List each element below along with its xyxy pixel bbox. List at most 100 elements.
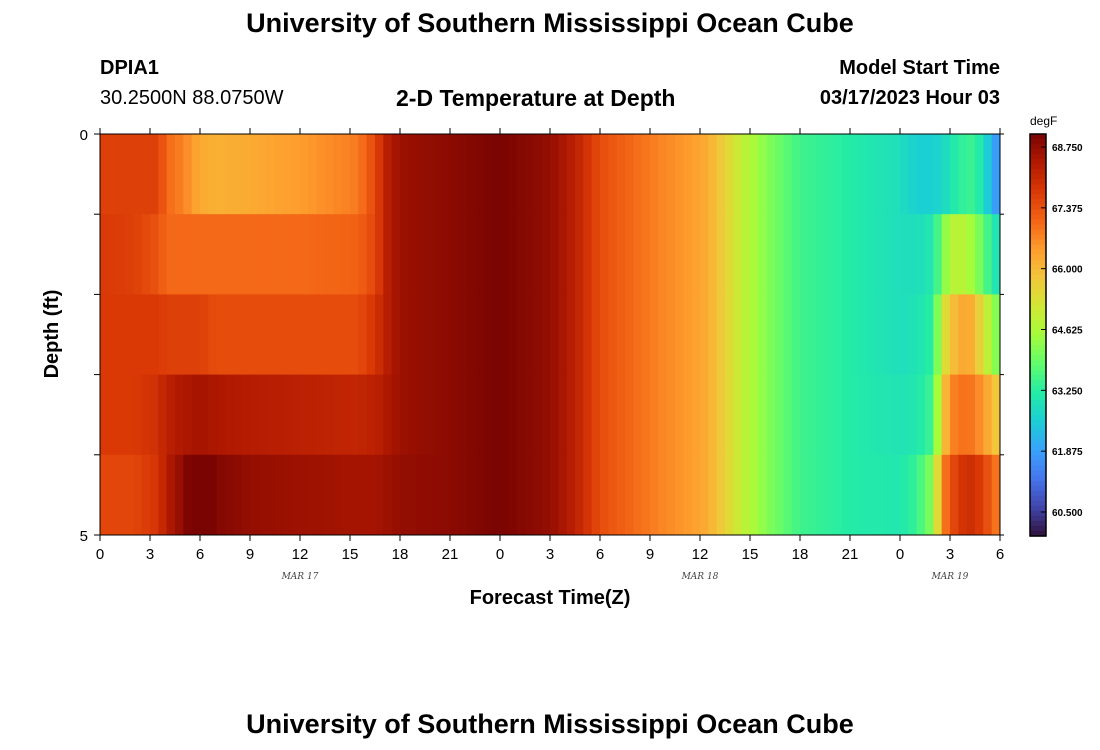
- colorbar-segment: [1030, 485, 1046, 492]
- heatmap-cell: [333, 294, 343, 376]
- heatmap-cell: [733, 214, 743, 295]
- colorbar-segment: [1030, 420, 1046, 427]
- heatmap-cell: [583, 454, 593, 535]
- heatmap-cell: [925, 374, 934, 456]
- colorbar-segment: [1030, 189, 1046, 195]
- heatmap-cell: [841, 134, 851, 215]
- heatmap-cell: [600, 134, 609, 215]
- heatmap-cell: [108, 374, 118, 456]
- heatmap-cell: [516, 454, 526, 535]
- heatmap-cell: [641, 134, 651, 215]
- heatmap-cell: [141, 374, 151, 456]
- heatmap-cell: [241, 294, 251, 376]
- heatmap-cell: [208, 374, 218, 456]
- heatmap-cell: [658, 454, 668, 535]
- heatmap-cell: [383, 214, 393, 295]
- heatmap-cell: [183, 454, 193, 535]
- heatmap-cell: [291, 214, 301, 295]
- heatmap-cell: [591, 454, 601, 535]
- heatmap-cell: [866, 214, 876, 295]
- x-axis-label: Forecast Time(Z): [470, 587, 631, 609]
- heatmap-cell: [158, 454, 168, 535]
- heatmap-cell: [691, 374, 701, 456]
- heatmap-cell: [808, 374, 818, 456]
- heatmap-cell: [500, 294, 509, 376]
- heatmap-cell: [791, 374, 801, 456]
- heatmap-cell: [633, 294, 643, 376]
- heatmap-cell: [466, 294, 476, 376]
- heatmap-cell: [266, 374, 276, 456]
- heatmap-cell: [116, 214, 126, 295]
- colorbar-segment: [1030, 410, 1046, 417]
- heatmap-cell: [908, 214, 918, 295]
- heatmap-cell: [258, 294, 268, 376]
- heatmap-cell: [850, 134, 859, 215]
- heatmap-cell: [750, 454, 759, 535]
- heatmap-cell: [775, 134, 784, 215]
- heatmap-cell: [591, 214, 601, 295]
- heatmap-cell: [533, 374, 543, 456]
- heatmap-cell: [866, 294, 876, 376]
- x-tick-label: 15: [742, 546, 759, 563]
- heatmap-cell: [941, 214, 951, 295]
- heatmap-cell: [450, 374, 459, 456]
- heatmap-cell: [600, 294, 609, 376]
- colorbar-segment: [1030, 500, 1046, 507]
- heatmap-cell: [900, 214, 909, 295]
- heatmap-cell: [750, 294, 759, 376]
- x-tick-label: 3: [546, 546, 554, 563]
- heatmap-cell: [366, 454, 376, 535]
- heatmap-cell: [658, 214, 668, 295]
- heatmap-cell: [625, 294, 634, 376]
- heatmap-cell: [491, 214, 501, 295]
- heatmap-cell: [808, 214, 818, 295]
- heatmap-cell: [766, 134, 776, 215]
- colorbar-segment: [1030, 164, 1046, 170]
- colorbar-segment: [1030, 525, 1046, 532]
- heatmap-cell: [341, 294, 351, 376]
- heatmap-cell: [991, 454, 1000, 535]
- heatmap-cell: [458, 214, 468, 295]
- colorbar-segment: [1030, 350, 1046, 356]
- heatmap-cell: [800, 454, 809, 535]
- heatmap-cell: [325, 214, 334, 295]
- colorbar-segment: [1030, 395, 1046, 401]
- colorbar-segment: [1030, 149, 1046, 155]
- colorbar-segment: [1030, 289, 1046, 296]
- heatmap-cell: [216, 134, 226, 215]
- chart-title: University of Southern Mississippi Ocean…: [246, 8, 854, 38]
- heatmap-cell: [683, 294, 693, 376]
- colorbar-segment: [1030, 360, 1046, 366]
- colorbar-tick-label: 64.625: [1052, 326, 1083, 337]
- heatmap-cell: [208, 294, 218, 376]
- heatmap-cell: [950, 134, 959, 215]
- colorbar-segment: [1030, 505, 1046, 512]
- heatmap-cell: [200, 454, 209, 535]
- colorbar-segment: [1030, 345, 1046, 351]
- colorbar-segment: [1030, 254, 1046, 261]
- heatmap-cell: [766, 294, 776, 376]
- colorbar-segment: [1030, 259, 1046, 266]
- heatmap-cell: [483, 294, 493, 376]
- heatmap-cell: [783, 214, 793, 295]
- heatmap-cell: [875, 454, 884, 535]
- heatmap-cell: [891, 454, 901, 535]
- heatmap-cell: [958, 374, 968, 456]
- x-tick-label: 6: [596, 546, 604, 563]
- heatmap-cell: [466, 454, 476, 535]
- heatmap-cell: [191, 134, 201, 215]
- heatmap-cell: [283, 294, 293, 376]
- heatmap-cell: [608, 294, 618, 376]
- heatmap-cell: [758, 214, 768, 295]
- colorbar-segment: [1030, 219, 1046, 226]
- heatmap-cell: [608, 374, 618, 456]
- heatmap-cell: [483, 454, 493, 535]
- heatmap-cell: [833, 134, 843, 215]
- heatmap-cell: [991, 374, 1000, 456]
- colorbar-segment: [1030, 284, 1046, 291]
- heatmap-cell: [500, 134, 509, 215]
- heatmap-cell: [483, 374, 493, 456]
- heatmap-cell: [725, 374, 734, 456]
- heatmap-cell: [950, 374, 959, 456]
- heatmap-cell: [325, 134, 334, 215]
